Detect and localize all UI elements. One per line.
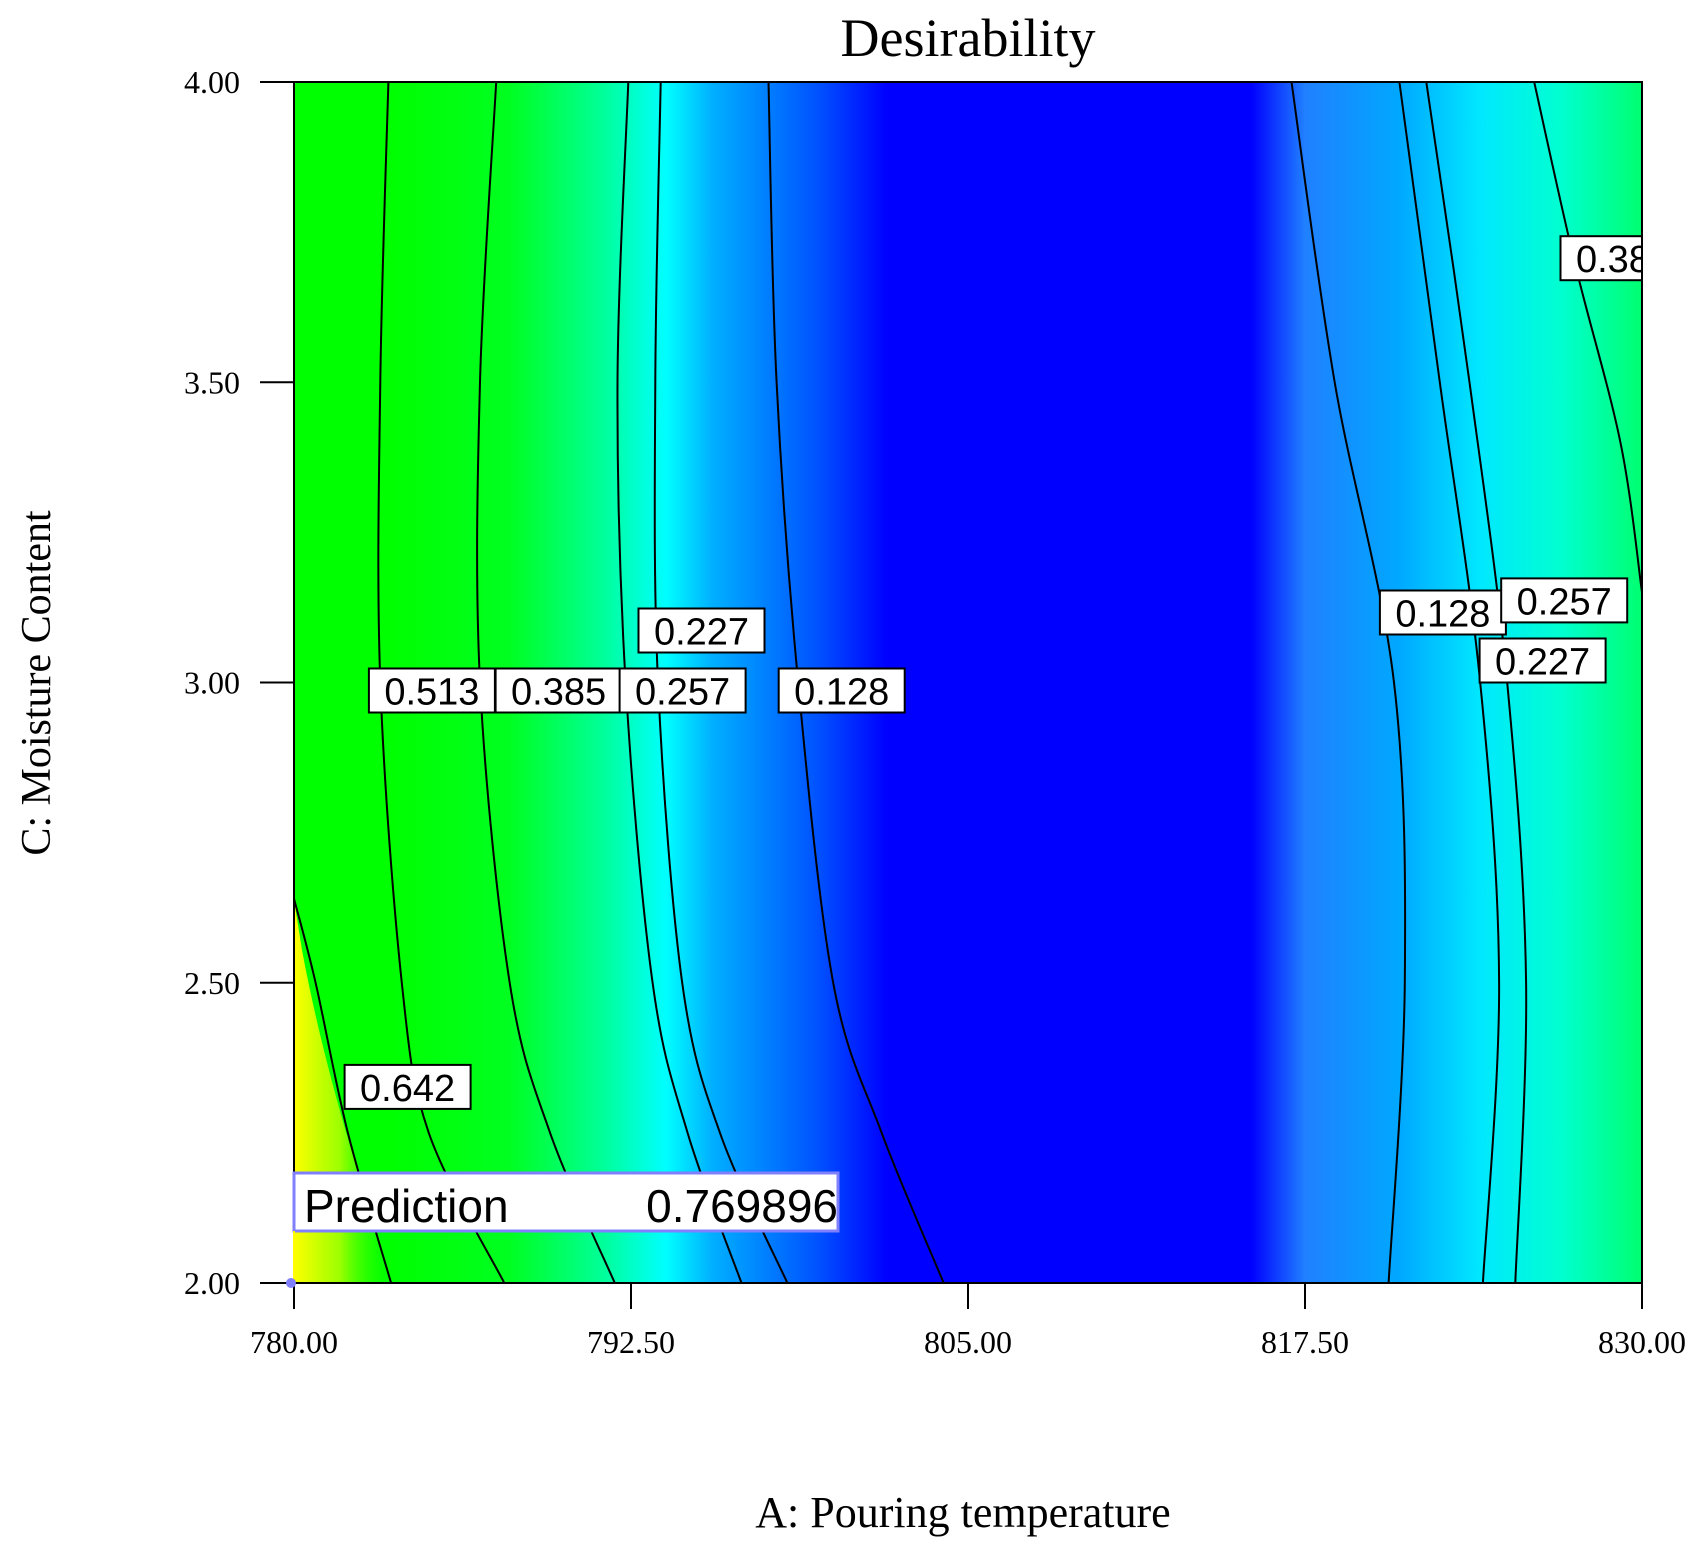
contour-label-text: 0.257	[1517, 581, 1612, 623]
y-tick-label: 3.50	[184, 364, 240, 400]
contour-line-0_128-6	[1290, 82, 1407, 1283]
contour-label-box	[367, 667, 496, 714]
contour-label-text: 0.642	[360, 1068, 455, 1110]
contour-label-1: 0.227	[637, 607, 766, 654]
contour-label-box	[1378, 589, 1507, 636]
plot-area: 0.385 0.227 0.513 0.385 0.257 0.128 0.128 0.257…	[294, 82, 1671, 1283]
contour-label-7: 0.257	[1500, 577, 1629, 624]
y-tick-label: 2.50	[184, 965, 240, 1001]
contour-label-box	[494, 667, 623, 714]
prediction-point	[286, 1278, 296, 1288]
contour-label-text: 0.227	[1495, 642, 1590, 684]
contour-label-text: 0.257	[635, 672, 730, 714]
contour-label-box	[1478, 637, 1607, 684]
contour-label-9: 0.642	[343, 1063, 472, 1110]
contour-line-0_513-1	[377, 82, 506, 1283]
prediction-label: Prediction	[304, 1180, 509, 1232]
chart-title: Desirability	[841, 8, 1096, 68]
contour-label-text: 0.128	[794, 672, 889, 714]
x-axis: 780.00 792.50 805.00 817.50 830.00	[250, 1283, 1686, 1360]
y-tick-label: 2.00	[184, 1265, 240, 1301]
y-axis: 2.00 2.50 3.00 3.50 4.00	[184, 64, 294, 1301]
contour-label-box	[343, 1063, 472, 1110]
contour-label-4: 0.257	[618, 667, 747, 714]
x-tick-label: 780.00	[250, 1324, 338, 1360]
contour-label-6: 0.128	[1378, 589, 1507, 636]
contour-label-text: 0.385	[1576, 239, 1671, 281]
contour-label-3: 0.385	[494, 667, 623, 714]
contour-label-box	[637, 607, 766, 654]
contour-line-0_227-4	[653, 82, 789, 1283]
contour-line-0_385-9	[1533, 82, 1642, 593]
x-tick-label: 792.50	[587, 1324, 675, 1360]
contour-lines	[294, 82, 1642, 1283]
contour-label-2: 0.513	[367, 667, 496, 714]
y-tick-label: 4.00	[184, 64, 240, 100]
contour-line-0_128-5	[767, 82, 945, 1283]
prediction-box	[292, 1171, 840, 1233]
y-tick-label: 3.00	[184, 665, 240, 701]
x-axis-label: A: Pouring temperature	[755, 1488, 1170, 1537]
contour-label-0: 0.385	[1559, 235, 1671, 282]
x-tick-label: 817.50	[1261, 1324, 1349, 1360]
contour-label-text: 0.385	[511, 672, 606, 714]
x-tick-label: 805.00	[924, 1324, 1012, 1360]
contour-label-5: 0.128	[777, 667, 906, 714]
contour-label-box	[1500, 577, 1629, 624]
prediction-flag: Prediction 0.769896	[286, 1171, 840, 1288]
contour-label-text: 0.227	[654, 612, 749, 654]
prediction-value: 0.769896	[646, 1180, 838, 1232]
contour-label-text: 0.513	[384, 672, 479, 714]
contour-labels: 0.385 0.227 0.513 0.385 0.257 0.128 0.128 0.257…	[343, 235, 1671, 1110]
contour-line-0_257-3	[616, 82, 743, 1283]
contour-label-text: 0.128	[1395, 594, 1490, 636]
contour-label-box	[618, 667, 747, 714]
y-axis-label: C: Moisture Content	[14, 510, 60, 856]
x-tick-label: 830.00	[1598, 1324, 1686, 1360]
contour-label-box	[777, 667, 906, 714]
contour-label-8: 0.227	[1478, 637, 1607, 684]
contour-label-box	[1559, 235, 1642, 282]
contour-line-0_385-2	[476, 82, 616, 1283]
